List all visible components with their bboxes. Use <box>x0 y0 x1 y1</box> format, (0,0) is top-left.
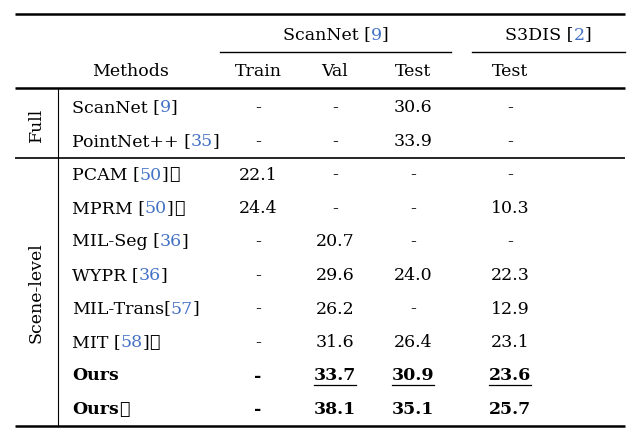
Text: -: - <box>507 133 513 150</box>
Text: 23.6: 23.6 <box>489 368 531 385</box>
Text: 50: 50 <box>145 200 167 217</box>
Text: -: - <box>410 200 416 217</box>
Text: 23.1: 23.1 <box>491 334 529 351</box>
Text: -: - <box>332 200 338 217</box>
Text: -: - <box>254 401 262 418</box>
Text: 35.1: 35.1 <box>392 401 434 418</box>
Text: 22.1: 22.1 <box>239 166 277 184</box>
Text: Ours: Ours <box>72 368 119 385</box>
Text: Full: Full <box>28 108 45 142</box>
Text: 58: 58 <box>120 334 143 351</box>
Text: 9: 9 <box>160 100 171 117</box>
Text: 29.6: 29.6 <box>316 267 355 284</box>
Text: -: - <box>255 100 261 117</box>
Text: 24.0: 24.0 <box>394 267 432 284</box>
Text: -: - <box>332 166 338 184</box>
Text: ★: ★ <box>174 200 184 217</box>
Text: ★: ★ <box>119 401 129 418</box>
Text: 33.7: 33.7 <box>314 368 356 385</box>
Text: PointNet++ [: PointNet++ [ <box>72 133 191 150</box>
Text: MIL-Seg [: MIL-Seg [ <box>72 233 160 250</box>
Text: ]: ] <box>193 301 200 318</box>
Text: ]: ] <box>167 200 174 217</box>
Text: -: - <box>507 233 513 250</box>
Text: 2: 2 <box>573 27 585 44</box>
Text: -: - <box>410 301 416 318</box>
Text: 20.7: 20.7 <box>316 233 355 250</box>
Text: ]: ] <box>162 166 168 184</box>
Text: -: - <box>507 166 513 184</box>
Text: Test: Test <box>492 63 528 80</box>
Text: ]: ] <box>381 27 388 44</box>
Text: 10.3: 10.3 <box>491 200 529 217</box>
Text: Train: Train <box>234 63 282 80</box>
Text: 36: 36 <box>160 233 182 250</box>
Text: 31.6: 31.6 <box>316 334 355 351</box>
Text: Methods: Methods <box>92 63 169 80</box>
Text: ]: ] <box>143 334 150 351</box>
Text: 38.1: 38.1 <box>314 401 356 418</box>
Text: -: - <box>255 301 261 318</box>
Text: -: - <box>507 100 513 117</box>
Text: 33.9: 33.9 <box>394 133 433 150</box>
Text: Test: Test <box>395 63 431 80</box>
Text: 25.7: 25.7 <box>489 401 531 418</box>
Text: -: - <box>332 100 338 117</box>
Text: ScanNet [: ScanNet [ <box>72 100 160 117</box>
Text: -: - <box>255 133 261 150</box>
Text: MIT [: MIT [ <box>72 334 120 351</box>
Text: -: - <box>255 233 261 250</box>
Text: 30.9: 30.9 <box>392 368 435 385</box>
Text: 35: 35 <box>191 133 213 150</box>
Text: 26.2: 26.2 <box>316 301 355 318</box>
Text: -: - <box>332 133 338 150</box>
Text: S3DIS [: S3DIS [ <box>506 27 573 44</box>
Text: -: - <box>410 166 416 184</box>
Text: 9: 9 <box>371 27 381 44</box>
Text: WYPR [: WYPR [ <box>72 267 139 284</box>
Text: MPRM [: MPRM [ <box>72 200 145 217</box>
Text: 30.6: 30.6 <box>394 100 432 117</box>
Text: ScanNet [: ScanNet [ <box>283 27 371 44</box>
Text: 12.9: 12.9 <box>491 301 529 318</box>
Text: ]: ] <box>182 233 189 250</box>
Text: Scene-level: Scene-level <box>28 242 45 343</box>
Text: ]: ] <box>585 27 591 44</box>
Text: 57: 57 <box>171 301 193 318</box>
Text: ]: ] <box>213 133 220 150</box>
Text: MIL-Trans[: MIL-Trans[ <box>72 301 171 318</box>
Text: 26.4: 26.4 <box>394 334 432 351</box>
Text: -: - <box>254 368 262 385</box>
Text: ]: ] <box>171 100 178 117</box>
Text: -: - <box>410 233 416 250</box>
Text: -: - <box>255 267 261 284</box>
Text: 22.3: 22.3 <box>491 267 529 284</box>
Text: Val: Val <box>322 63 348 80</box>
Text: 50: 50 <box>140 166 162 184</box>
Text: Ours: Ours <box>72 401 119 418</box>
Text: 24.4: 24.4 <box>239 200 277 217</box>
Text: ★: ★ <box>150 334 160 351</box>
Text: PCAM [: PCAM [ <box>72 166 140 184</box>
Text: ★: ★ <box>168 166 179 184</box>
Text: ]: ] <box>161 267 168 284</box>
Text: 36: 36 <box>139 267 161 284</box>
Text: -: - <box>255 334 261 351</box>
